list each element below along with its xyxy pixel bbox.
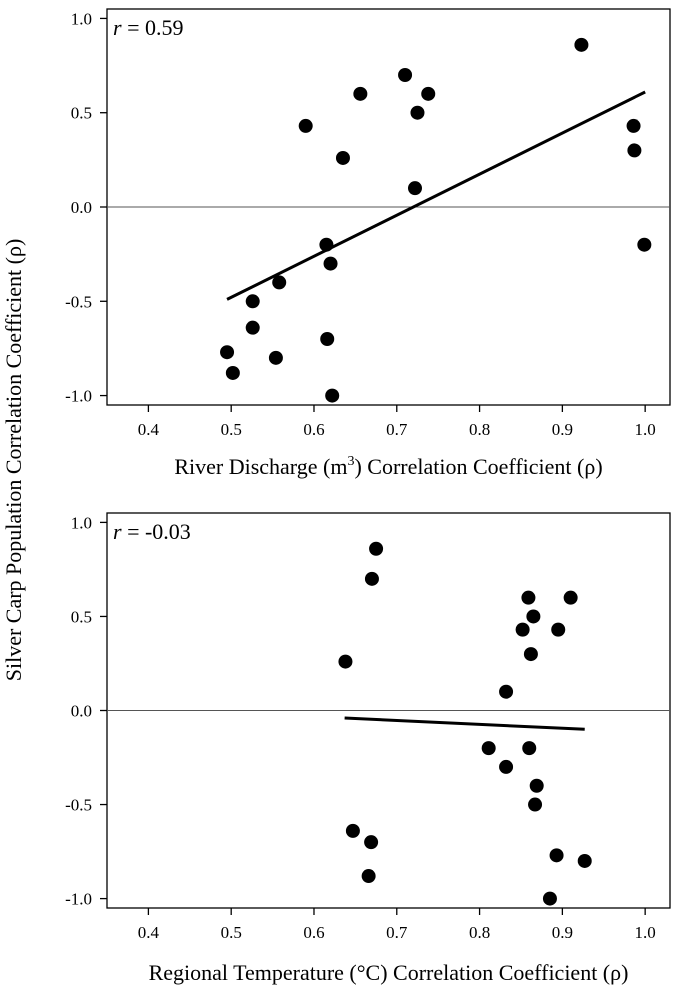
data-point: [515, 622, 530, 637]
data-point: [526, 609, 541, 624]
data-point: [338, 654, 353, 669]
data-point: [627, 143, 642, 158]
x-tick-label: 0.9: [552, 923, 573, 942]
data-point: [528, 797, 543, 812]
data-point: [481, 741, 496, 756]
panel-regional-temperature: 0.4 0.5 0.6 0.7 0.8 0.9 1.0 1.0 0.5 0.0 -0.5 -1.0 r …: [65, 512, 671, 985]
data-point: [563, 590, 578, 605]
y-axis-title: Silver Carp Population Correlation Coeff…: [1, 239, 26, 682]
x-tick-label: 0.6: [303, 420, 324, 439]
y-tick-label: -1.0: [65, 890, 92, 909]
y-tick-label: 1.0: [71, 9, 92, 28]
y-tick-label: 0.0: [71, 198, 92, 217]
data-point: [268, 350, 283, 365]
y-tick-label: -0.5: [65, 796, 92, 815]
data-point: [549, 848, 564, 863]
data-point: [272, 275, 287, 290]
data-point: [364, 571, 379, 586]
data-point: [320, 332, 335, 346]
x-tick-label: 0.8: [469, 923, 490, 942]
y-tick-label: 0.5: [71, 607, 92, 626]
correlation-annotation: r = -0.03: [113, 519, 191, 544]
data-point: [398, 68, 413, 82]
regression-line: [344, 716, 585, 731]
data-point: [245, 320, 260, 335]
data-point: [523, 647, 538, 662]
r-symbol: r: [113, 519, 122, 544]
x-tick-label: 0.5: [221, 923, 242, 942]
x-axis-title-text: River Discharge (m: [174, 454, 347, 479]
data-point: [522, 741, 537, 756]
data-point: [577, 853, 592, 868]
x-tick-label: 0.4: [138, 420, 160, 439]
x-tick-label: 0.7: [386, 420, 408, 439]
data-point: [421, 86, 436, 101]
data-point: [410, 105, 425, 120]
data-point: [407, 181, 422, 196]
data-point: [499, 759, 514, 774]
data-point: [637, 237, 652, 252]
y-tick-label: 1.0: [71, 513, 92, 532]
y-tick-label: 0.5: [71, 104, 92, 123]
x-axis-title-text-end: ) Correlation Coefficient (ρ): [354, 454, 602, 479]
data-point: [626, 118, 641, 133]
y-tick-label: 0.0: [71, 702, 92, 721]
data-point: [325, 388, 340, 403]
data-point: [542, 891, 557, 906]
x-axis-title-superscript: 3: [347, 454, 354, 469]
x-tick-label: 0.5: [221, 420, 242, 439]
x-tick-label: 0.9: [552, 420, 573, 439]
regression-line: [226, 90, 646, 301]
panel-river-discharge: 0.4 0.5 0.6 0.7 0.8 0.9 1.0 1.0 0.5 0.0 -0.5 -1.0 r …: [65, 8, 671, 479]
data-point: [345, 823, 360, 838]
data-point: [245, 294, 260, 309]
y-tick-label: -0.5: [65, 292, 92, 311]
data-point: [298, 118, 313, 133]
data-point: [225, 365, 240, 380]
data-point: [323, 256, 338, 271]
x-tick-label: 1.0: [635, 420, 656, 439]
x-tick-label: 0.8: [469, 420, 490, 439]
r-value: = 0.59: [122, 15, 184, 40]
x-axis-title-text: Regional Temperature (°C) Correlation Co…: [149, 960, 629, 985]
data-point: [361, 869, 376, 884]
data-point: [353, 86, 368, 101]
r-symbol: r: [113, 15, 122, 40]
data-point: [335, 150, 350, 165]
x-tick-label: 0.7: [386, 923, 408, 942]
data-point: [369, 541, 384, 556]
data-point: [551, 622, 566, 637]
data-point: [220, 345, 235, 360]
data-point: [364, 835, 379, 850]
correlation-annotation: r = 0.59: [113, 15, 183, 40]
x-tick-label: 1.0: [635, 923, 656, 942]
data-point: [499, 684, 514, 699]
r-value: = -0.03: [122, 519, 191, 544]
x-tick-label: 0.6: [303, 923, 324, 942]
x-axis-title: River Discharge (m3) Correlation Coeffic…: [174, 454, 602, 479]
x-axis-title: Regional Temperature (°C) Correlation Co…: [149, 960, 629, 985]
data-point: [521, 590, 536, 605]
y-tick-label: -1.0: [65, 387, 92, 406]
x-tick-label: 0.4: [138, 923, 160, 942]
data-point: [529, 778, 544, 793]
data-point: [319, 237, 334, 252]
data-point: [574, 37, 589, 52]
